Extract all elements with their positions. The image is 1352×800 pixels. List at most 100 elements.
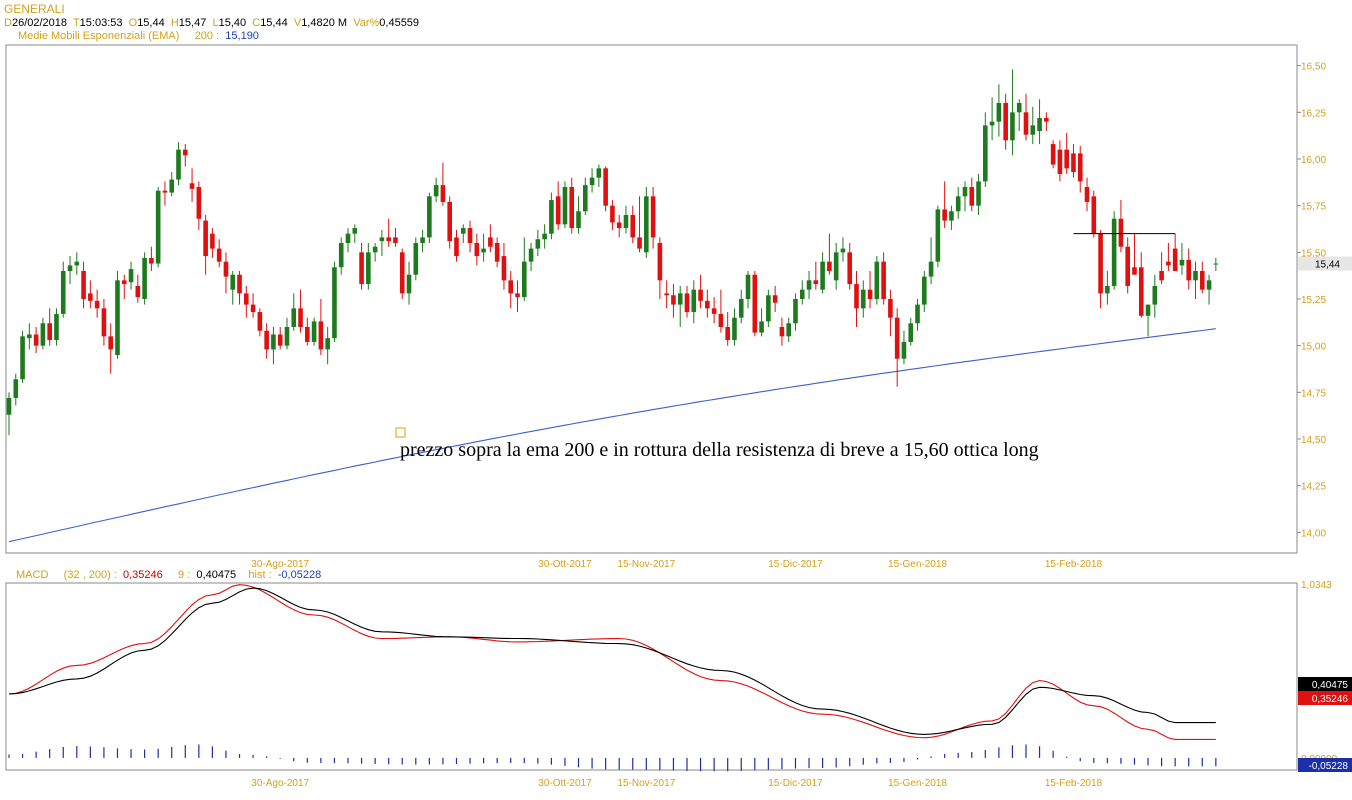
candle-body[interactable] [413,243,419,275]
candle-body[interactable] [759,321,764,333]
candle-body[interactable] [603,168,608,206]
candle-body[interactable] [1037,117,1042,131]
candle-body[interactable] [264,330,269,350]
candle-body[interactable] [1071,153,1076,173]
candle-body[interactable] [40,323,46,346]
candle-body[interactable] [291,308,297,327]
candle-body[interactable] [1111,218,1117,286]
candle-body[interactable] [494,243,500,262]
candle-body[interactable] [325,338,330,350]
candle-body[interactable] [711,308,717,314]
candle-body[interactable] [942,209,947,221]
candle-body[interactable] [135,285,141,298]
candle-body[interactable] [698,289,703,301]
candle-body[interactable] [657,243,663,281]
candle-body[interactable] [250,304,256,313]
candle-body[interactable] [33,334,39,346]
candle-body[interactable] [793,299,798,324]
candle-body[interactable] [772,295,778,303]
candle-body[interactable] [1098,233,1103,294]
candle-body[interactable] [718,313,724,327]
candle-body[interactable] [162,190,168,193]
candle-body[interactable] [54,313,59,341]
candle-body[interactable] [610,205,615,223]
candle-body[interactable] [474,243,480,257]
candle-body[interactable] [1084,187,1090,202]
candle-body[interactable] [332,267,337,339]
candle-body[interactable] [230,274,236,290]
candle-body[interactable] [1044,117,1049,122]
candle-body[interactable] [799,289,805,299]
candle-body[interactable] [779,327,785,337]
candle-body[interactable] [650,196,656,238]
candle-body[interactable] [386,237,391,242]
candle-body[interactable] [1077,153,1083,182]
candle-body[interactable] [13,379,19,398]
candle-body[interactable] [1159,271,1164,281]
candle-body[interactable] [447,201,452,242]
candle-body[interactable] [915,304,920,324]
candle-body[interactable] [745,274,751,299]
candle-body[interactable] [372,246,378,253]
candle-body[interactable] [996,103,1002,122]
candle-body[interactable] [366,252,371,285]
candle-body[interactable] [535,239,541,249]
candle-body[interactable] [637,237,642,249]
candle-body[interactable] [501,256,507,281]
candle-body[interactable] [962,187,968,197]
candle-body[interactable] [352,228,358,234]
candle-body[interactable] [616,222,622,229]
candle-body[interactable] [1152,285,1158,305]
candle-body[interactable] [542,233,547,240]
candle-body[interactable] [820,261,825,290]
candle-body[interactable] [725,327,730,341]
candle-body[interactable] [176,149,181,180]
candle-body[interactable] [149,257,154,264]
candle-body[interactable] [488,237,493,247]
candle-body[interactable] [867,289,873,299]
candle-body[interactable] [244,293,249,305]
candle-body[interactable] [684,293,690,313]
candle-body[interactable] [1138,267,1144,316]
candle-body[interactable] [318,321,324,350]
candle-body[interactable] [827,261,832,271]
candle-body[interactable] [1091,196,1097,234]
candle-body[interactable] [562,187,568,225]
candle-body[interactable] [583,185,588,212]
candle-body[interactable] [766,295,771,322]
macd-panel[interactable] [5,582,1298,771]
candle-body[interactable] [928,261,934,277]
candle-body[interactable] [223,261,229,277]
candle-body[interactable] [1057,149,1063,174]
candle-body[interactable] [1199,271,1205,290]
candle-body[interactable] [427,196,432,238]
candle-body[interactable] [277,334,283,346]
candle-body[interactable] [1213,263,1219,265]
candle-body[interactable] [671,295,676,305]
candle-body[interactable] [359,252,364,285]
candle-body[interactable] [955,196,961,212]
candle-body[interactable] [454,237,459,257]
candle-body[interactable] [1206,280,1212,290]
candle-body[interactable] [969,187,975,206]
candle-body[interactable] [1193,271,1198,281]
candle-body[interactable] [589,177,595,186]
candle-body[interactable] [1166,261,1171,266]
candle-body[interactable] [345,233,351,243]
candle-body[interactable] [189,183,195,189]
candle-body[interactable] [27,334,32,339]
candle-body[interactable] [1064,149,1069,169]
candle-body[interactable] [298,308,303,327]
candle-body[interactable] [847,252,853,285]
candle-body[interactable] [664,293,669,296]
candle-body[interactable] [311,321,317,342]
candle-body[interactable] [813,280,819,285]
candle-body[interactable] [752,274,758,333]
candle-body[interactable] [74,261,80,266]
candle-body[interactable] [786,323,791,337]
candle-body[interactable] [1003,103,1008,141]
candle-body[interactable] [94,300,100,309]
candle-body[interactable] [922,276,927,305]
candle-body[interactable] [1125,246,1130,286]
candle-body[interactable] [121,280,127,285]
